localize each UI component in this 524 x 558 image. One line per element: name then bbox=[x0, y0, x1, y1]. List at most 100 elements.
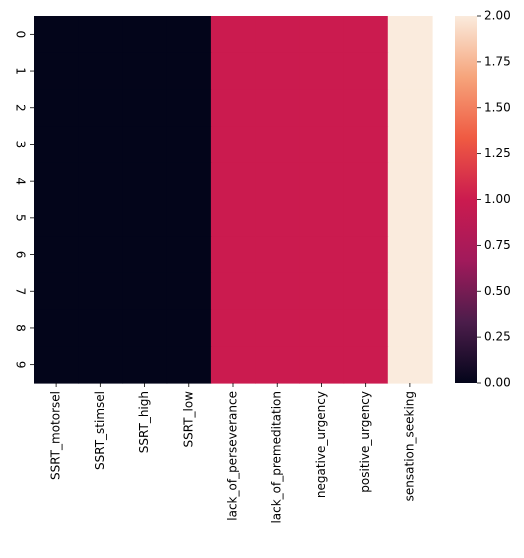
y-tick-label: 5 bbox=[14, 214, 28, 222]
heatmap-cell bbox=[255, 126, 300, 164]
heatmap-cell bbox=[78, 89, 124, 127]
heatmap-cell bbox=[34, 52, 79, 90]
colorbar-tick-label: 0.50 bbox=[484, 284, 511, 298]
heatmap-cell bbox=[166, 89, 212, 127]
heatmap-cell bbox=[34, 309, 79, 347]
colorbar-tick-label: 0.75 bbox=[484, 238, 511, 252]
heatmap-cell bbox=[387, 52, 433, 90]
x-tick-label: SSRT_motorsel bbox=[49, 391, 63, 480]
heatmap-cell bbox=[255, 199, 300, 237]
heatmap-cell bbox=[34, 126, 79, 164]
heatmap-cell bbox=[343, 16, 389, 54]
heatmap-cell bbox=[78, 52, 124, 90]
heatmap-cell bbox=[210, 16, 256, 54]
heatmap-cell bbox=[166, 52, 212, 90]
heatmap-cell bbox=[78, 126, 124, 164]
colorbar-tick-label: 0.25 bbox=[484, 330, 511, 344]
y-tick-label: 2 bbox=[14, 104, 28, 112]
heatmap-cell bbox=[343, 52, 389, 90]
heatmap-cell bbox=[34, 272, 79, 311]
heatmap-cell bbox=[78, 309, 124, 347]
heatmap-cell bbox=[122, 89, 168, 127]
heatmap-cell bbox=[387, 309, 433, 347]
heatmap-cell bbox=[299, 16, 345, 54]
heatmap-cell bbox=[210, 89, 256, 127]
heatmap-cell bbox=[255, 162, 300, 201]
heatmap-cell bbox=[166, 346, 212, 384]
heatmap-cell bbox=[387, 199, 433, 237]
heatmap-cell bbox=[210, 346, 256, 384]
y-tick-label: 3 bbox=[14, 141, 28, 149]
heatmap-cell bbox=[122, 199, 168, 237]
heatmap-cell bbox=[343, 89, 389, 127]
heatmap-cell bbox=[166, 309, 212, 347]
heatmap-cell bbox=[255, 89, 300, 127]
x-tick-label: SSRT_high bbox=[137, 391, 151, 453]
heatmap-cell bbox=[343, 309, 389, 347]
heatmap-cell bbox=[122, 236, 168, 274]
heatmap-cell bbox=[343, 272, 389, 311]
heatmap-cell bbox=[255, 52, 300, 90]
heatmap-cell bbox=[387, 89, 433, 127]
y-tick-label: 4 bbox=[14, 177, 28, 185]
colorbar bbox=[455, 16, 477, 383]
colorbar-tick-label: 1.00 bbox=[484, 192, 511, 206]
heatmap-cell bbox=[299, 346, 345, 384]
heatmap-cell bbox=[343, 236, 389, 274]
heatmap-cell bbox=[210, 199, 256, 237]
heatmap-cell bbox=[166, 16, 212, 54]
heatmap-cell bbox=[122, 52, 168, 90]
y-tick-label: 7 bbox=[14, 287, 28, 295]
heatmap-cell bbox=[166, 162, 212, 201]
heatmap-cell bbox=[122, 346, 168, 384]
x-tick-label: negative_urgency bbox=[314, 391, 328, 498]
heatmap-cell bbox=[122, 126, 168, 164]
heatmap-cell bbox=[255, 16, 300, 54]
colorbar-tick-label: 1.50 bbox=[484, 100, 511, 114]
colorbar-tick-label: 1.75 bbox=[484, 54, 511, 68]
heatmap-cell bbox=[78, 16, 124, 54]
heatmap-cell bbox=[34, 162, 79, 201]
heatmap-cell bbox=[34, 89, 79, 127]
x-tick-label: lack_of_premeditation bbox=[270, 391, 284, 524]
x-tick-label: lack_of_perseverance bbox=[226, 391, 240, 521]
heatmap-cell bbox=[78, 236, 124, 274]
heatmap-cell bbox=[34, 16, 79, 54]
heatmap-cell bbox=[255, 236, 300, 274]
heatmap-cell bbox=[122, 16, 168, 54]
colorbar-tick-label: 2.00 bbox=[484, 9, 511, 23]
heatmap-cell bbox=[34, 346, 79, 384]
heatmap-cell bbox=[387, 272, 433, 311]
heatmap-cell bbox=[122, 309, 168, 347]
heatmap-cell bbox=[166, 272, 212, 311]
heatmap-cell bbox=[387, 346, 433, 384]
heatmap-cell bbox=[210, 236, 256, 274]
heatmap-cell bbox=[122, 272, 168, 311]
heatmap-cell bbox=[34, 199, 79, 237]
heatmap-cell bbox=[34, 236, 79, 274]
y-tick-label: 1 bbox=[14, 67, 28, 75]
heatmap-cell bbox=[210, 272, 256, 311]
heatmap-cell bbox=[343, 199, 389, 237]
heatmap-cell bbox=[387, 16, 433, 54]
heatmap-cell bbox=[343, 126, 389, 164]
x-axis-ticks: SSRT_motorsel SSRT_stimsel SSRT_high SSRT_l… bbox=[49, 383, 416, 524]
heatmap-cell bbox=[166, 236, 212, 274]
heatmap-cell bbox=[343, 162, 389, 201]
heatmap-cell bbox=[343, 346, 389, 384]
heatmap-cell bbox=[210, 126, 256, 164]
heatmap-cell bbox=[299, 236, 345, 274]
x-tick-label: SSRT_stimsel bbox=[93, 391, 107, 470]
heatmap-cell bbox=[299, 52, 345, 90]
y-axis-ticks: 0 1 2 3 4 5 6 7 8 9 bbox=[14, 31, 34, 368]
heatmap-cell bbox=[78, 162, 124, 201]
y-tick-label: 6 bbox=[14, 251, 28, 259]
heatmap-cell bbox=[255, 272, 300, 311]
x-tick-label: positive_urgency bbox=[358, 391, 372, 493]
heatmap-cell bbox=[299, 126, 345, 164]
y-tick-label: 8 bbox=[14, 324, 28, 332]
y-tick-label: 0 bbox=[14, 31, 28, 39]
heatmap-cell bbox=[166, 126, 212, 164]
colorbar-tick-label: 1.25 bbox=[484, 146, 511, 160]
